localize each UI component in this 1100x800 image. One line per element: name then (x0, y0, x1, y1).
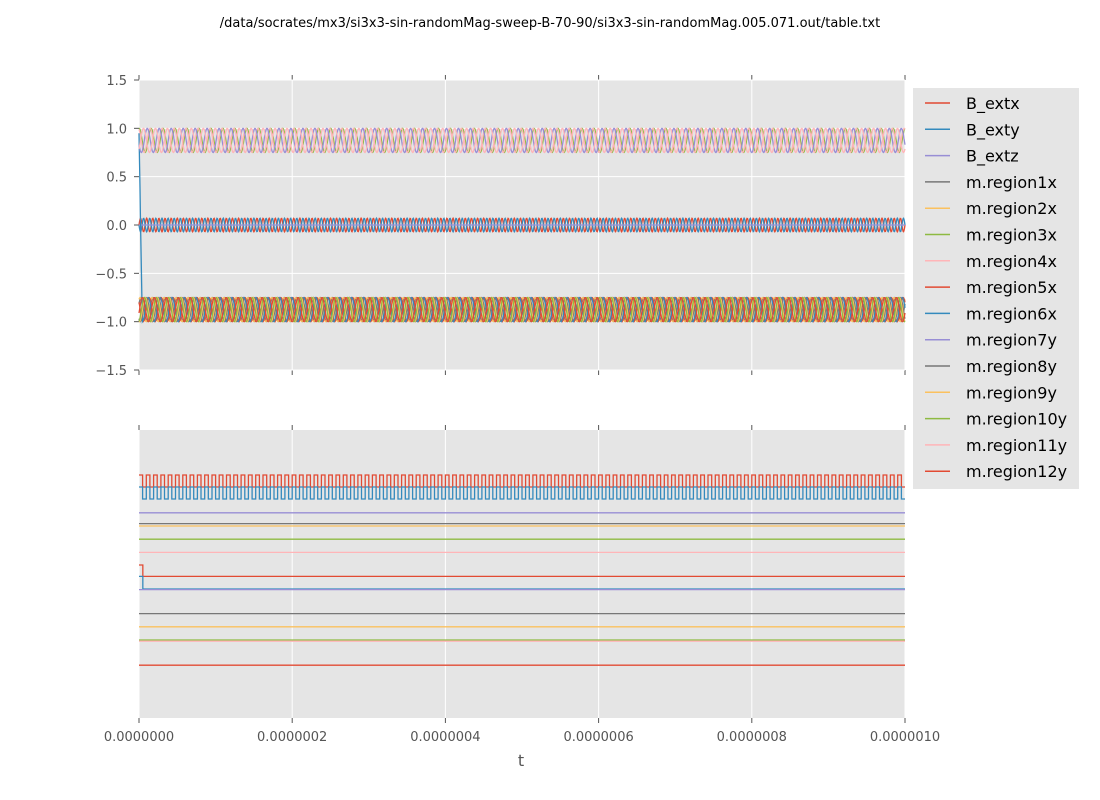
x-tick-label: 0.0000010 (870, 730, 940, 745)
series-line-m-region12y (138, 296, 906, 323)
legend-label: m.region10y (966, 410, 1067, 429)
top-axes: 1.5 1.0 0.5 0.0 −0.5 −1.0 −1.5 (95, 74, 906, 379)
y-tick-label: 1.0 (106, 122, 127, 137)
series-line-m-region11y (138, 127, 906, 154)
y-tick-label: −0.5 (95, 267, 127, 282)
x-tick-label: 0.0000006 (563, 730, 633, 745)
legend-label: m.region5x (966, 278, 1057, 297)
series-line-m-region7y (138, 127, 906, 154)
legend-label: m.region12y (966, 462, 1067, 481)
y-tick-label: 1.5 (106, 74, 127, 89)
legend-label: m.region3x (966, 226, 1057, 245)
legend-label: m.region9y (966, 383, 1057, 402)
legend-label: B_extx (966, 94, 1020, 114)
series-line-b-extx (139, 474, 905, 488)
legend-box (913, 88, 1079, 489)
y-tick-label: 0.5 (106, 171, 127, 186)
x-tick-label: 0.0000008 (717, 730, 787, 745)
y-tick-label: −1.0 (95, 316, 127, 331)
bottom-axes: 0.0000000 0.0000002 0.0000004 0.0000006 0.00… (104, 425, 940, 745)
legend-label: B_extz (966, 147, 1019, 167)
legend-label: m.region4x (966, 252, 1057, 271)
x-tick-label: 0.0000000 (104, 730, 174, 745)
legend-label: m.region7y (966, 331, 1057, 350)
legend-label: B_exty (966, 120, 1020, 140)
x-axis-label: t (518, 751, 524, 770)
series-line-m-region10y (138, 296, 906, 323)
legend-label: m.region6x (966, 304, 1057, 323)
x-tick-label: 0.0000002 (257, 730, 327, 745)
plot-background (139, 430, 905, 718)
y-tick-label: 0.0 (106, 219, 127, 234)
chart-title: /data/socrates/mx3/si3x3-sin-randomMag-s… (220, 16, 880, 31)
legend-label: m.region8y (966, 357, 1057, 376)
series-line-m-region5x (139, 564, 905, 578)
legend-label: m.region11y (966, 436, 1067, 455)
series-line-b-exty (139, 486, 905, 500)
x-tick-label: 0.0000004 (410, 730, 480, 745)
series-line-m-region8y (138, 296, 906, 323)
y-tick-label: −1.5 (95, 364, 127, 379)
legend-label: m.region1x (966, 173, 1057, 192)
legend: B_extx B_exty B_extz m.region1x m.region2x m.… (913, 88, 1079, 489)
legend-label: m.region2x (966, 199, 1057, 218)
